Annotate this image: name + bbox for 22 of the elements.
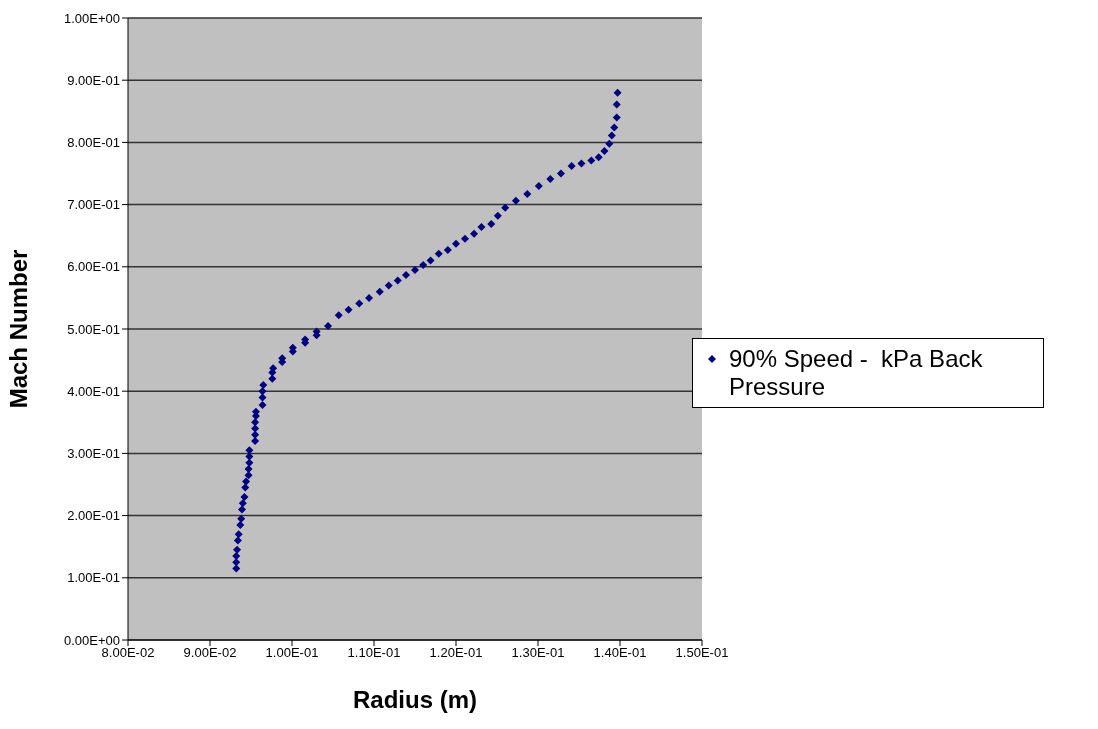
x-tick-label: 1.10E-01 xyxy=(347,645,401,661)
legend-label: 90% Speed - kPa Back Pressure xyxy=(729,345,984,401)
x-tick-label: 8.00E-02 xyxy=(101,645,155,661)
x-tick-label: 1.40E-01 xyxy=(593,645,647,661)
y-tick-label: 9.00E-01 xyxy=(67,72,120,88)
x-tick-label: 1.50E-01 xyxy=(675,645,729,661)
x-tick-label: 1.30E-01 xyxy=(511,645,565,661)
y-tick-label: 3.00E-01 xyxy=(67,446,120,462)
y-tick-label: 8.00E-01 xyxy=(67,135,120,151)
y-tick-label: 5.00E-01 xyxy=(67,321,120,337)
y-tick-label: 1.00E+00 xyxy=(63,10,120,26)
y-tick-label: 4.00E-01 xyxy=(67,383,120,399)
y-tick-label: 1.00E-01 xyxy=(67,570,120,586)
y-tick-label: 6.00E-01 xyxy=(67,259,120,275)
x-tick-label: 9.00E-02 xyxy=(183,645,237,661)
y-tick-label: 0.00E+00 xyxy=(63,632,120,648)
y-tick-label: 7.00E-01 xyxy=(67,197,120,213)
x-tick-label: 1.20E-01 xyxy=(429,645,483,661)
y-tick-label: 2.00E-01 xyxy=(67,508,120,524)
x-axis-title: Radius (m) xyxy=(352,686,478,713)
y-axis-title: Mach Number xyxy=(4,249,32,409)
x-tick-label: 1.00E-01 xyxy=(265,645,319,661)
